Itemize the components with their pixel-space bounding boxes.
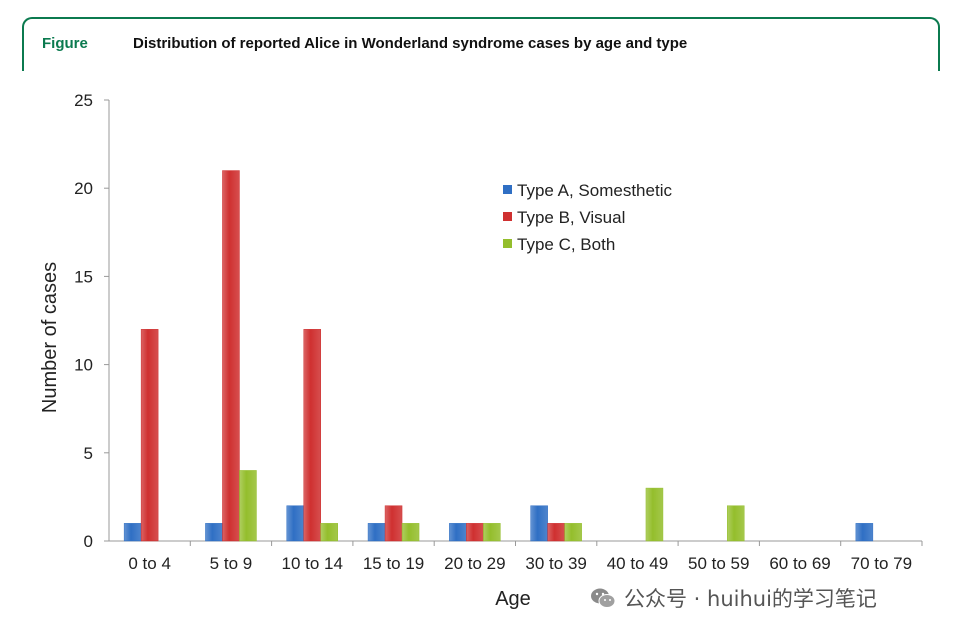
- y-tick-label: 20: [74, 179, 93, 198]
- x-axis-title: Age: [495, 588, 531, 610]
- y-tick-label: 15: [74, 267, 93, 286]
- legend-swatch: [503, 239, 512, 248]
- bar: [222, 170, 240, 542]
- bar: [384, 505, 403, 542]
- bar: [123, 523, 142, 542]
- x-tick-label: 5 to 9: [210, 554, 253, 573]
- legend-label: Type B, Visual: [517, 208, 625, 227]
- bar: [320, 523, 338, 542]
- bar: [645, 487, 664, 542]
- x-tick-label: 40 to 49: [607, 554, 668, 573]
- x-tick-label: 10 to 14: [282, 554, 343, 573]
- bar: [367, 523, 386, 542]
- x-tick-label: 30 to 39: [525, 554, 586, 573]
- figure-label: Figure: [42, 35, 88, 52]
- watermark: 公众号 · huihui的学习笔记: [590, 583, 877, 613]
- wechat-icon: [591, 588, 616, 608]
- bar: [140, 329, 159, 542]
- bar: [564, 523, 582, 542]
- legend-swatch: [503, 185, 512, 194]
- bar: [727, 505, 745, 542]
- y-tick-label: 5: [84, 444, 93, 463]
- watermark-text: 公众号 · huihui的学习笔记: [624, 587, 877, 611]
- legend-label: Type C, Both: [517, 235, 615, 254]
- bar: [286, 505, 304, 542]
- bar: [205, 523, 223, 542]
- bar: [466, 523, 484, 542]
- legend-label: Type A, Somesthetic: [517, 181, 672, 200]
- header-frame: [22, 17, 940, 71]
- y-tick-label: 0: [84, 532, 93, 551]
- bar: [303, 329, 321, 542]
- bar: [547, 523, 565, 542]
- x-tick-label: 70 to 79: [851, 554, 912, 573]
- figure-title: Distribution of reported Alice in Wonder…: [133, 35, 688, 52]
- bar: [855, 523, 874, 542]
- bar: [401, 523, 420, 542]
- x-tick-label: 15 to 19: [363, 554, 424, 573]
- bar: [449, 523, 467, 542]
- bar: [483, 523, 501, 542]
- y-tick-label: 10: [74, 356, 93, 375]
- chart-labels: 0 5 10 15 20 25 0 to 4 5 to 9 10 to 14 15 to 19 20…: [39, 91, 912, 610]
- chart-legend: Type A, Somesthetic Type B, Visual Type C,…: [503, 181, 672, 254]
- bar: [530, 505, 548, 542]
- x-tick-label: 0 to 4: [128, 554, 171, 573]
- legend-swatch: [503, 212, 512, 221]
- x-tick-label: 50 to 59: [688, 554, 749, 573]
- y-axis-title: Number of cases: [39, 262, 61, 413]
- chart-bars: [123, 170, 874, 542]
- x-tick-label: 60 to 69: [769, 554, 830, 573]
- y-tick-label: 25: [74, 91, 93, 110]
- bar: [239, 470, 257, 542]
- x-tick-label: 20 to 29: [444, 554, 505, 573]
